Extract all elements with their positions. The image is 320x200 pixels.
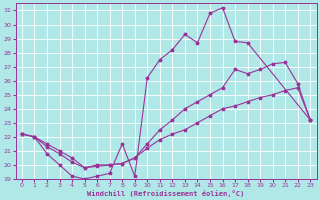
X-axis label: Windchill (Refroidissement éolien,°C): Windchill (Refroidissement éolien,°C)	[87, 190, 245, 197]
